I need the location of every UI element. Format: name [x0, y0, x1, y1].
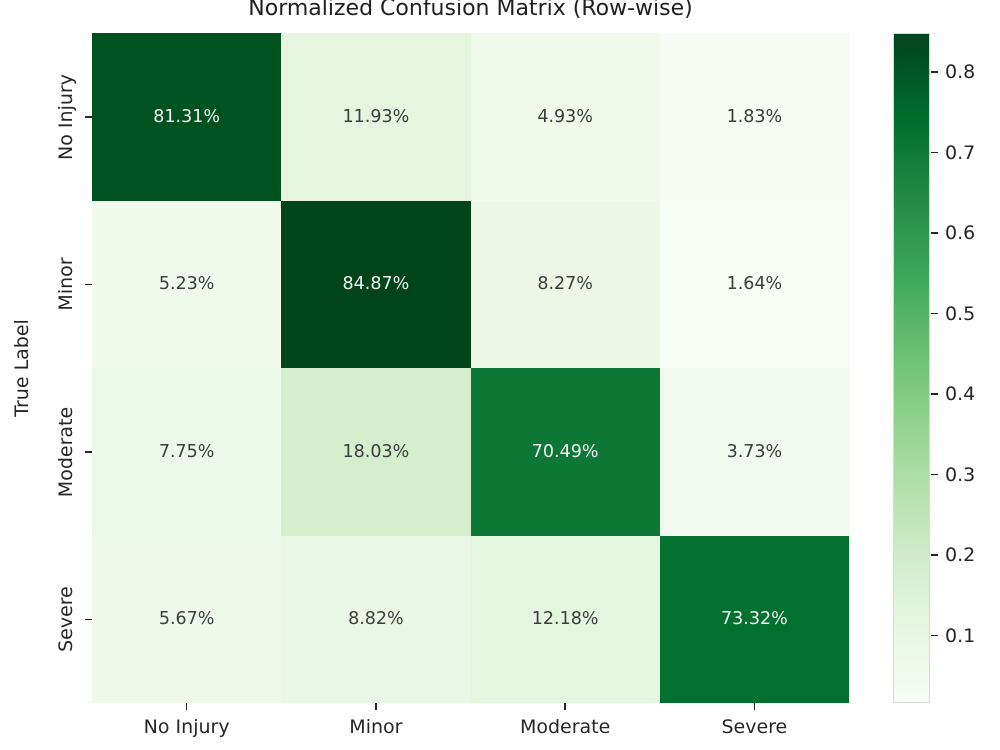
colorbar-tick-mark: [931, 634, 938, 637]
colorbar-tick-label: 0.7: [945, 141, 976, 164]
heatmap-cell: 4.93%: [470, 33, 660, 201]
x-tick-label: Minor: [349, 716, 403, 738]
y-tick-mark: [85, 116, 92, 118]
heatmap-cell: 73.32%: [659, 535, 849, 703]
y-tick-mark: [85, 618, 92, 620]
y-tick-label: Moderate: [55, 406, 77, 497]
heatmap-cell: 11.93%: [281, 33, 471, 201]
heatmap-grid: 81.31% 11.93% 4.93% 1.83% 5.23% 84.87% 8.27% 1.…: [92, 33, 849, 703]
colorbar-tick-label: 0.1: [945, 624, 976, 647]
heatmap-cell: 8.27%: [470, 200, 660, 368]
colorbar-tick-label: 0.5: [945, 302, 976, 325]
colorbar-tick-label: 0.2: [945, 544, 976, 567]
heatmap-cell: 18.03%: [281, 368, 471, 536]
y-tick-label: Minor: [55, 257, 77, 311]
heatmap-cell: 5.67%: [92, 535, 282, 703]
y-tick-mark: [85, 283, 92, 285]
y-tick-mark: [85, 451, 92, 453]
x-tick-mark: [564, 703, 566, 710]
heatmap-cell: 3.73%: [659, 368, 849, 536]
heatmap-cell: 1.83%: [659, 33, 849, 201]
heatmap-cell: 70.49%: [470, 368, 660, 536]
colorbar-tick-mark: [931, 312, 938, 315]
colorbar-tick-label: 0.3: [945, 463, 976, 486]
colorbar-tick-mark: [931, 232, 938, 234]
heatmap-cell: 7.75%: [92, 368, 282, 536]
x-tick-label: Severe: [721, 716, 788, 738]
heatmap-cell: 5.23%: [92, 200, 282, 368]
x-tick-mark: [185, 703, 188, 710]
chart-title: Normalized Confusion Matrix (Row-wise): [248, 0, 693, 21]
heatmap-cell: 81.31%: [92, 33, 282, 201]
colorbar-tick-label: 0.6: [945, 222, 976, 245]
colorbar-tick-mark: [931, 71, 938, 73]
colorbar-tick-mark: [931, 473, 938, 476]
x-tick-mark: [375, 703, 377, 710]
colorbar: [893, 33, 930, 703]
x-tick-mark: [753, 703, 756, 710]
x-tick-label: No Injury: [143, 716, 230, 738]
heatmap-cell: 84.87%: [281, 200, 471, 368]
y-tick-label: No Injury: [55, 73, 77, 160]
colorbar-tick-mark: [931, 554, 938, 556]
heatmap-cell: 1.64%: [659, 200, 849, 368]
x-tick-label: Moderate: [519, 716, 611, 738]
colorbar-tick-mark: [931, 393, 938, 395]
y-tick-label: Severe: [55, 586, 77, 653]
y-axis-label: True Label: [11, 319, 33, 417]
colorbar-tick-label: 0.4: [945, 383, 976, 406]
heatmap-cell: 12.18%: [470, 535, 660, 703]
heatmap-cell: 8.82%: [281, 535, 471, 703]
colorbar-tick-mark: [931, 151, 938, 154]
colorbar-tick-label: 0.8: [945, 61, 976, 84]
